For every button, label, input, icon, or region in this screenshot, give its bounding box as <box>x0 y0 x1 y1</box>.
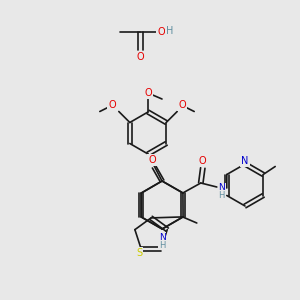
Text: O: O <box>108 100 116 110</box>
Text: O: O <box>136 52 144 62</box>
Text: N: N <box>218 184 225 193</box>
Text: O: O <box>144 88 152 98</box>
Text: O: O <box>199 156 207 166</box>
Text: H: H <box>159 241 165 250</box>
Text: N: N <box>159 232 165 242</box>
Text: N: N <box>241 156 249 166</box>
Text: S: S <box>136 248 142 258</box>
Text: H: H <box>219 191 225 200</box>
Text: O: O <box>178 100 186 110</box>
Text: O: O <box>157 27 165 37</box>
Text: H: H <box>166 26 174 36</box>
Text: O: O <box>148 155 156 165</box>
